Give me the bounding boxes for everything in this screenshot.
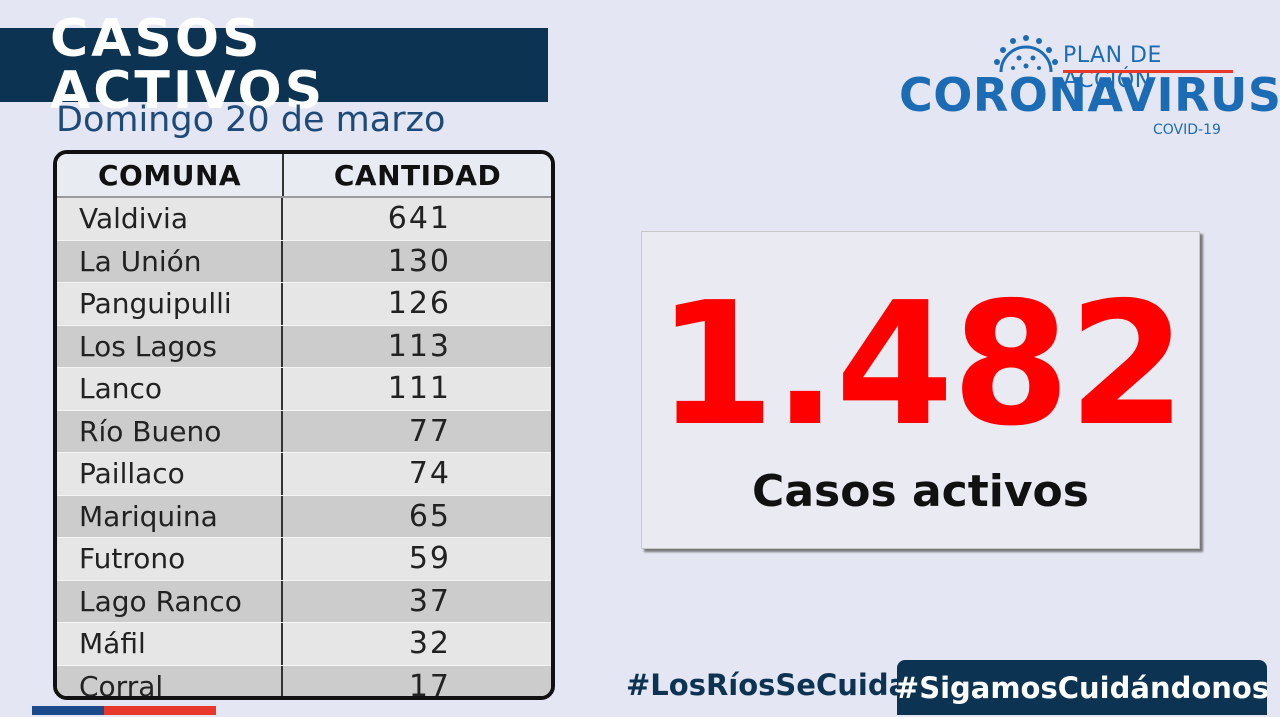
- total-cases-label: Casos activos: [752, 466, 1089, 517]
- table-row: Corral 17: [57, 665, 551, 700]
- comuna-cell: Los Lagos: [57, 325, 283, 367]
- comuna-cell: La Unión: [57, 240, 283, 282]
- cantidad-cell: 74: [408, 456, 451, 492]
- table-row: La Unión 130: [57, 240, 551, 283]
- title-banner: CASOS ACTIVOS: [0, 13, 548, 117]
- comuna-cell: Río Bueno: [57, 410, 283, 452]
- comuna-cell: Lago Ranco: [57, 580, 283, 622]
- table-row: Río Bueno 77: [57, 410, 551, 453]
- cantidad-cell: 77: [408, 413, 451, 449]
- cantidad-cell: 32: [408, 626, 451, 662]
- cantidad-cell: 59: [408, 541, 451, 577]
- coronavirus-logo: PLAN DE ACCIÓN CORONAVIRUS COVID-19: [895, 32, 1280, 142]
- table-row: Lago Ranco 37: [57, 580, 551, 623]
- comuna-cell: Panguipulli: [57, 283, 283, 325]
- comuna-cell: Valdivia: [57, 198, 283, 240]
- virus-icon: [994, 35, 1058, 73]
- date-subtitle: Domingo 20 de marzo: [56, 100, 446, 140]
- cantidad-cell: 17: [408, 668, 451, 700]
- cantidad-cell: 126: [387, 286, 451, 322]
- cantidad-cell: 113: [387, 328, 451, 364]
- table-row: Lanco 111: [57, 368, 551, 411]
- cantidad-cell: 111: [387, 371, 451, 407]
- table-row: Paillaco 74: [57, 453, 551, 496]
- comuna-cell: Futrono: [57, 538, 283, 580]
- logo-coronavirus-text: CORONAVIRUS: [899, 68, 1280, 122]
- hashtag-los-rios: #LosRíosSeCuida: [626, 668, 909, 702]
- comuna-cell: Lanco: [57, 368, 283, 410]
- table-row: Panguipulli 126: [57, 283, 551, 326]
- page-title: CASOS ACTIVOS: [50, 9, 326, 121]
- total-cases-card: 1.482 Casos activos: [641, 231, 1200, 549]
- table-row: Mariquina 65: [57, 495, 551, 538]
- table-row: Futrono 59: [57, 538, 551, 581]
- cases-table: COMUNA CANTIDAD Valdivia 641 La Unión 130 Pa…: [53, 150, 555, 700]
- comuna-cell: Paillaco: [57, 453, 283, 495]
- table-body: Valdivia 641 La Unión 130 Panguipulli 126 Los …: [57, 198, 551, 700]
- cantidad-cell: 641: [387, 201, 451, 237]
- comuna-cell: Máfil: [57, 623, 283, 665]
- table-row: Los Lagos 113: [57, 325, 551, 368]
- logo-red-underline: [1063, 70, 1233, 73]
- comuna-cell: Mariquina: [57, 495, 283, 537]
- logo-covid-text: COVID-19: [1153, 122, 1221, 138]
- table-header: COMUNA CANTIDAD: [57, 154, 551, 198]
- cantidad-cell: 37: [408, 583, 451, 619]
- hashtag-sigamos: #SigamosCuidándonos: [895, 660, 1269, 715]
- header-cantidad: CANTIDAD: [333, 158, 502, 192]
- total-cases-number: 1.482: [656, 266, 1187, 464]
- table-row: Máfil 32: [57, 623, 551, 666]
- cantidad-cell: 65: [408, 498, 451, 534]
- decorative-flag-line: [32, 706, 216, 715]
- header-comuna: COMUNA: [57, 154, 285, 196]
- cantidad-cell: 130: [387, 243, 451, 279]
- table-row: Valdivia 641: [57, 198, 551, 241]
- comuna-cell: Corral: [57, 665, 283, 696]
